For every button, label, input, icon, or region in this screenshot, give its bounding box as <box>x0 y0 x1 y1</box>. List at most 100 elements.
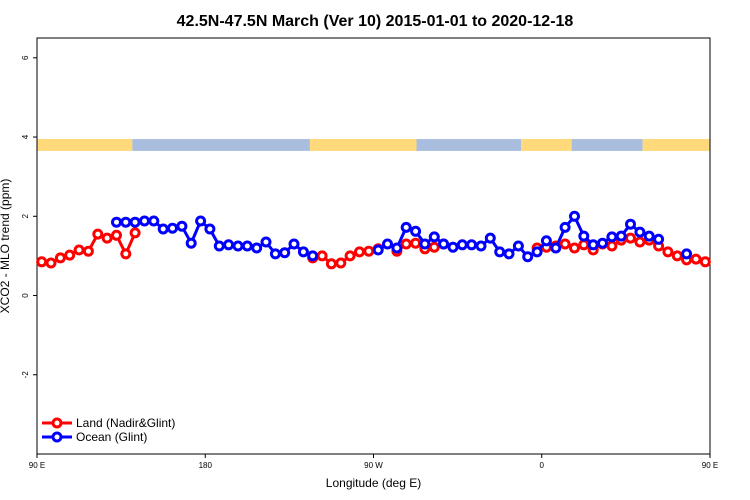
data-point <box>550 242 562 254</box>
data-point <box>232 240 244 252</box>
axes: 90 E 180 90 W 0 90 E -2 0 2 4 6 <box>21 55 718 470</box>
data-point <box>559 221 571 233</box>
data-point <box>204 223 216 235</box>
data-point <box>531 246 543 258</box>
series-ocean <box>111 210 693 263</box>
data-point <box>400 238 412 250</box>
data-point <box>475 240 487 252</box>
data-point <box>111 229 122 241</box>
band-segment-land <box>309 139 417 151</box>
band-segment-land <box>521 139 572 151</box>
band-segment-land <box>642 139 710 151</box>
data-point <box>466 239 478 251</box>
data-point <box>36 256 48 268</box>
data-point <box>428 241 440 253</box>
y-tick-label: -2 <box>21 371 30 379</box>
x-tick-label: 90 W <box>364 461 383 470</box>
chart-title: 42.5N-47.5N March (Ver 10) 2015-01-01 to… <box>177 13 574 30</box>
y-tick-label: 4 <box>21 134 30 139</box>
data-point <box>456 239 468 251</box>
data-point <box>354 246 365 258</box>
data-point <box>82 245 94 257</box>
data-point <box>578 239 590 251</box>
band-segment-ocean <box>132 139 310 151</box>
x-tick-label: 0 <box>540 461 545 470</box>
data-point <box>73 244 85 256</box>
data-point <box>54 252 66 264</box>
data-point <box>382 238 393 250</box>
land-ocean-band <box>37 139 710 151</box>
y-axis-label: XCO2 - MLO trend (ppm) <box>0 179 12 314</box>
data-point <box>634 226 646 238</box>
data-point <box>92 228 104 240</box>
data-point <box>157 223 169 235</box>
data-point <box>699 256 711 268</box>
y-tick-label: 2 <box>21 214 30 219</box>
data-point <box>167 222 178 234</box>
data-point <box>484 232 496 244</box>
data-point <box>391 242 403 254</box>
data-point <box>45 257 57 269</box>
data-point <box>64 249 76 261</box>
data-point <box>195 215 207 227</box>
data-point <box>129 227 141 239</box>
data-point <box>101 232 113 244</box>
data-point <box>569 242 580 254</box>
data-point <box>213 240 225 252</box>
legend: Land (Nadir&Glint) Ocean (Glint) <box>42 416 175 444</box>
data-point <box>522 251 534 263</box>
data-point <box>241 240 253 252</box>
data-point <box>400 221 412 233</box>
data-point <box>690 253 702 265</box>
data-point <box>494 246 506 258</box>
data-point <box>120 216 132 228</box>
data-point <box>438 238 450 250</box>
legend-land-label: Land (Nadir&Glint) <box>76 416 175 430</box>
data-point <box>428 231 440 243</box>
band-segment-ocean <box>571 139 643 151</box>
data-point <box>251 242 263 254</box>
data-point <box>111 216 122 228</box>
data-point <box>625 218 636 230</box>
data-point <box>578 230 590 242</box>
data-point <box>269 248 281 260</box>
data-point <box>634 236 646 248</box>
data-point <box>288 238 300 250</box>
data-point <box>223 239 235 251</box>
data-point <box>662 246 674 258</box>
data-point <box>559 238 571 250</box>
data-point <box>540 235 552 247</box>
data-point <box>606 231 618 243</box>
legend-ocean-label: Ocean (Glint) <box>76 430 147 444</box>
data-point <box>447 241 459 253</box>
y-tick-label: 6 <box>21 55 30 60</box>
data-point <box>671 250 683 262</box>
data-point <box>587 239 599 251</box>
data-point <box>120 248 132 260</box>
x-tick-label: 180 <box>199 461 213 470</box>
data-point <box>185 237 197 249</box>
data-point <box>503 248 515 260</box>
data-point <box>129 216 141 228</box>
data-point <box>344 250 356 262</box>
data-point <box>260 236 272 248</box>
band-segment-ocean <box>416 139 522 151</box>
data-point <box>279 247 291 259</box>
data-point <box>176 220 188 232</box>
data-point <box>325 258 337 270</box>
data-point <box>643 230 655 242</box>
data-point <box>410 225 422 237</box>
data-point <box>606 240 618 252</box>
data-point <box>569 210 580 222</box>
x-tick-label: 90 E <box>702 461 718 470</box>
band-segment-land <box>37 139 133 151</box>
data-point <box>297 246 309 258</box>
data-point <box>512 240 524 252</box>
data-point <box>681 248 693 260</box>
data-point <box>363 245 375 257</box>
x-tick-label: 90 E <box>29 461 45 470</box>
data-point <box>335 257 347 269</box>
data-point <box>307 250 319 262</box>
series-layer <box>36 210 711 270</box>
data-point <box>372 244 384 256</box>
